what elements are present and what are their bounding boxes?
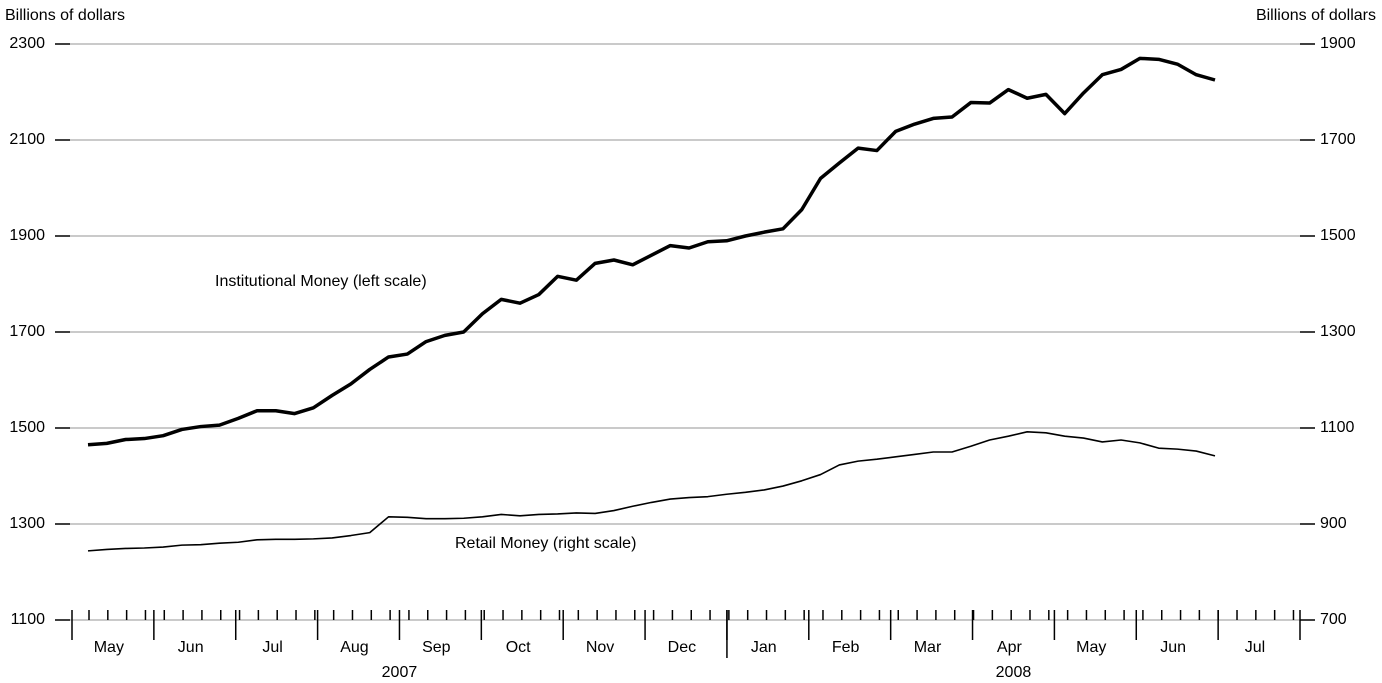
y2-tick-label: 1100 [1320,419,1355,436]
month-label: May [94,639,124,656]
month-label: Mar [914,639,942,656]
month-label: Jul [1245,639,1265,656]
y2-tick-label: 1900 [1320,35,1356,52]
series-label: Retail Money (right scale) [455,535,636,552]
month-label: Aug [340,639,368,656]
month-label: Feb [832,639,860,656]
y-tick-label: 2100 [9,131,45,148]
series-label: Institutional Money (left scale) [215,273,427,290]
line [87,56,1216,447]
y-tick-label: 1300 [9,515,45,532]
y-axis-label: Billions of dollars [5,7,125,24]
y2-axis-label: Billions of dollars [1256,7,1376,24]
y2-tick-label: 1700 [1320,131,1356,148]
y2-tick-label: 1300 [1320,323,1356,340]
month-label: Jun [1160,639,1186,656]
month-label: Apr [997,639,1023,656]
month-label: Sep [422,639,451,656]
year-label: 2008 [996,664,1032,681]
month-label: Jun [178,639,204,656]
month-label: Dec [668,639,696,656]
y-tick-label: 2300 [9,35,45,52]
month-label: Jan [751,639,777,656]
y-tick-label: 1700 [9,323,45,340]
line [87,431,1216,552]
y-tick-label: 1100 [11,611,46,628]
month-label: Jul [262,639,282,656]
y2-tick-label: 700 [1320,611,1347,628]
y2-tick-label: 1500 [1320,227,1356,244]
y-tick-label: 1900 [9,227,45,244]
year-label: 2007 [382,664,418,681]
month-label: May [1076,639,1106,656]
y2-tick-label: 900 [1320,515,1347,532]
month-label: Oct [506,639,531,656]
month-label: Nov [586,639,614,656]
y-tick-label: 1500 [9,419,45,436]
